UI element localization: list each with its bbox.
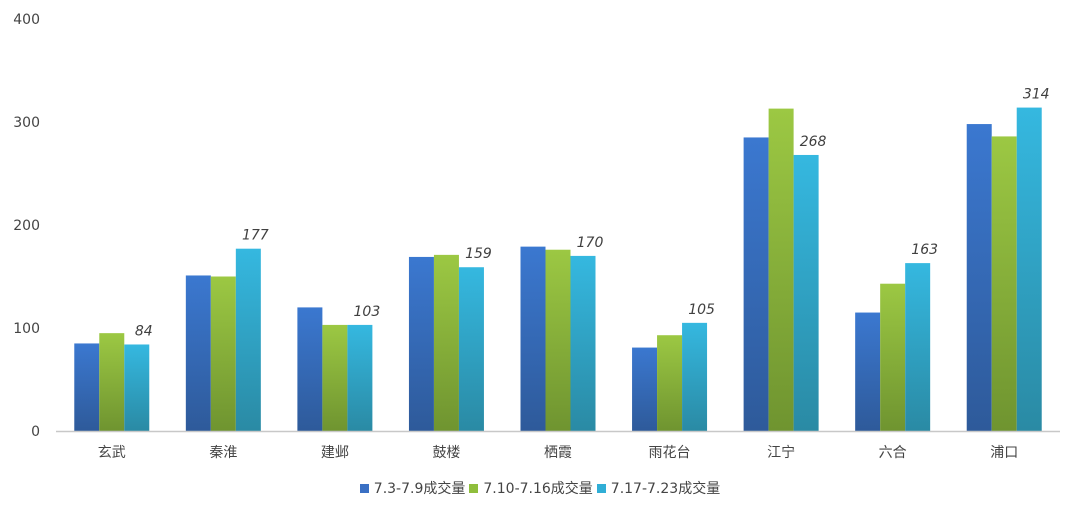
bar xyxy=(433,254,459,431)
x-tick-label: 六合 xyxy=(879,445,907,461)
legend-item: 7.17-7.23成交量 xyxy=(596,478,721,498)
bar xyxy=(99,333,125,431)
data-label: 159 xyxy=(465,246,492,262)
bar xyxy=(855,312,881,431)
bars xyxy=(74,107,1042,432)
legend-swatch xyxy=(359,483,369,493)
y-tick-label: 0 xyxy=(31,424,40,440)
bar xyxy=(520,246,546,431)
x-axis: 玄武 秦淮 建邺 鼓楼 栖霞 雨花台 江宁 六合 浦口 xyxy=(98,444,1018,461)
x-tick-label: 江宁 xyxy=(767,444,795,461)
data-label: 170 xyxy=(577,235,604,251)
bar xyxy=(991,136,1017,432)
bar xyxy=(905,263,931,431)
data-label: 314 xyxy=(1023,87,1050,103)
bar xyxy=(545,249,571,431)
x-tick-label: 玄武 xyxy=(98,444,126,461)
bar xyxy=(682,322,708,431)
bar xyxy=(570,255,596,431)
y-tick-label: 300 xyxy=(13,115,40,131)
data-label: 105 xyxy=(688,302,715,318)
bar xyxy=(793,154,819,431)
x-tick-label: 浦口 xyxy=(990,445,1018,461)
legend-label: 7.17-7.23成交量 xyxy=(610,481,721,497)
legend-swatch xyxy=(469,483,479,493)
bar xyxy=(124,344,150,431)
data-label: 268 xyxy=(800,134,827,150)
y-axis: 0 100 200 300 400 xyxy=(13,12,40,440)
bar xyxy=(768,108,794,432)
x-tick-label: 雨花台 xyxy=(649,445,691,461)
y-tick-label: 400 xyxy=(13,12,40,28)
bar xyxy=(657,335,683,431)
bar xyxy=(1016,107,1042,431)
bar xyxy=(880,283,906,431)
bar xyxy=(632,347,658,431)
data-label: 103 xyxy=(354,304,381,320)
bar xyxy=(408,256,434,431)
bar xyxy=(458,267,484,431)
x-tick-label: 秦淮 xyxy=(209,445,237,461)
legend: 7.3-7.9成交量 7.10-7.16成交量 7.17-7.23成交量 xyxy=(0,478,1080,498)
x-tick-label: 栖霞 xyxy=(544,445,572,461)
data-label: 84 xyxy=(135,323,153,339)
bar xyxy=(322,324,348,431)
bar xyxy=(743,137,769,431)
data-label: 177 xyxy=(242,228,269,244)
bar xyxy=(966,124,992,431)
x-tick-label: 建邺 xyxy=(321,445,349,461)
x-tick-label: 鼓楼 xyxy=(432,445,460,461)
legend-swatch xyxy=(596,483,606,493)
legend-item: 7.3-7.9成交量 xyxy=(359,478,466,498)
bar xyxy=(347,324,373,431)
bar xyxy=(235,248,261,431)
bar xyxy=(185,275,211,431)
y-tick-label: 200 xyxy=(13,218,40,234)
y-tick-label: 100 xyxy=(13,321,40,337)
bar xyxy=(74,343,100,431)
data-labels: 84 177 103 159 170 105 268 163 314 xyxy=(135,87,1050,340)
legend-label: 7.3-7.9成交量 xyxy=(373,481,466,497)
bar xyxy=(297,307,323,431)
legend-item: 7.10-7.16成交量 xyxy=(469,478,593,498)
legend-label: 7.10-7.16成交量 xyxy=(483,481,593,497)
bar xyxy=(210,276,236,431)
data-label: 163 xyxy=(911,242,938,258)
